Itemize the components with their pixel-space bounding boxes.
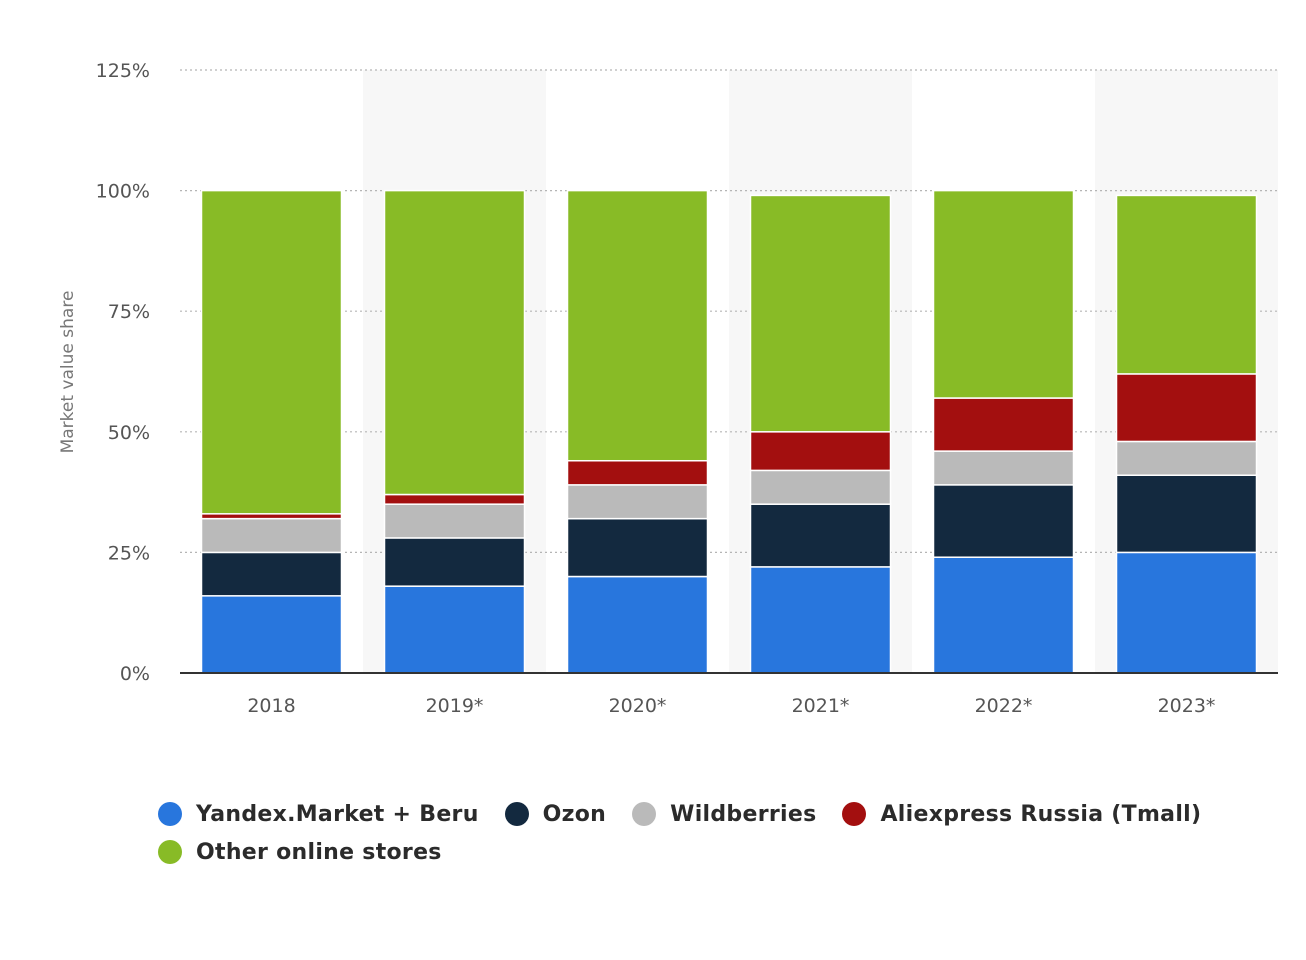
x-axis-ticks: 2018 2019* 2020* 2021* 2022* 2023*	[247, 695, 1215, 717]
bar-segment	[383, 537, 526, 587]
legend-label: Yandex.Market + Beru	[196, 801, 479, 827]
y-tick-label: 100%	[96, 181, 150, 203]
legend: Yandex.Market + Beru Ozon Wildberries Aliex…	[158, 800, 1258, 866]
stacked-bar-chart: 0%25%50%75%100%125% 2018 2019* 2020* 2021* 2…	[58, 60, 1278, 717]
y-tick-label: 0%	[120, 663, 150, 685]
bar-segment	[383, 503, 526, 539]
bar-stack	[200, 189, 343, 674]
bar-stack	[932, 189, 1075, 674]
bar-segment	[566, 459, 709, 486]
x-tick-label: 2019*	[426, 695, 484, 717]
bar-stack	[749, 194, 892, 674]
legend-color-swatch	[158, 840, 182, 864]
bar-segment	[932, 484, 1075, 558]
x-tick-label: 2018	[247, 695, 295, 717]
bar-segment	[749, 194, 892, 433]
x-tick-label: 2022*	[975, 695, 1033, 717]
y-tick-label: 25%	[108, 542, 150, 564]
bar-segment	[1115, 551, 1258, 674]
bar-segment	[200, 551, 343, 597]
legend-color-swatch	[158, 802, 182, 826]
bar-segment	[932, 450, 1075, 486]
bar-segment	[383, 189, 526, 496]
bar-stack	[1115, 194, 1258, 674]
bar-segment	[200, 595, 343, 674]
y-axis-title: Market value share	[58, 291, 78, 454]
bar-segment	[566, 517, 709, 578]
bar-segment	[932, 189, 1075, 399]
bar-stack	[566, 189, 709, 674]
bar-segment	[932, 556, 1075, 674]
y-tick-label: 75%	[108, 301, 150, 323]
legend-label: Other online stores	[196, 839, 442, 865]
legend-color-swatch	[632, 802, 657, 826]
legend-label: Ozon	[542, 801, 607, 827]
bar-segment	[932, 397, 1075, 452]
bar-segment	[749, 431, 892, 472]
bar-segment	[1115, 373, 1258, 443]
bar-stacks	[200, 189, 1258, 674]
bar-segment	[566, 575, 709, 674]
x-tick-label: 2023*	[1158, 695, 1216, 717]
y-axis-ticks: 0% 25% 50% 75% 100% 125%	[96, 60, 150, 685]
bar-segment	[383, 585, 526, 674]
bar-segment	[200, 517, 343, 554]
bar-segment	[1115, 194, 1258, 375]
y-tick-label: 50%	[108, 422, 150, 444]
bar-segment	[566, 484, 709, 520]
bar-stack	[383, 189, 526, 674]
legend-item[interactable]: Other online stores	[158, 838, 442, 866]
legend-item[interactable]: Ozon	[504, 800, 607, 828]
bar-segment	[1115, 440, 1258, 476]
legend-item[interactable]: Wildberries	[632, 800, 816, 828]
legend-color-swatch	[504, 802, 529, 826]
x-tick-label: 2020*	[609, 695, 667, 717]
gridlines	[180, 69, 1278, 554]
bar-segment	[749, 503, 892, 568]
legend-item[interactable]: Aliexpress Russia (Tmall)	[842, 800, 1201, 828]
bar-segment	[200, 189, 343, 515]
bar-segment	[1115, 474, 1258, 554]
legend-label: Wildberries	[670, 801, 817, 827]
legend-color-swatch	[842, 802, 867, 826]
legend-label: Aliexpress Russia (Tmall)	[880, 801, 1202, 827]
legend-item[interactable]: Yandex.Market + Beru	[158, 800, 479, 828]
bar-segment	[383, 493, 526, 505]
bar-segment	[749, 566, 892, 674]
y-tick-label: 125%	[96, 60, 150, 82]
bar-segment	[749, 469, 892, 505]
x-tick-label: 2021*	[792, 695, 850, 717]
bar-segment	[566, 189, 709, 462]
